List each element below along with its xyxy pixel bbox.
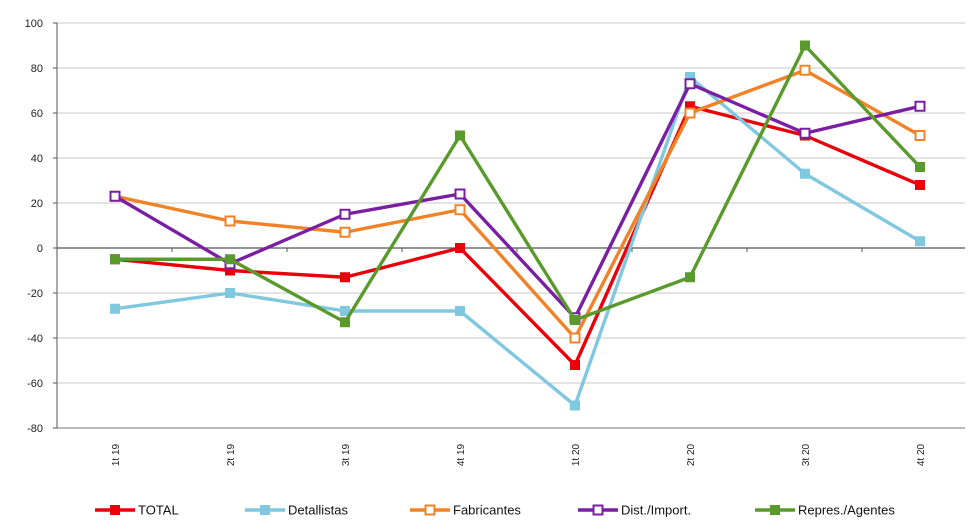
data-point (110, 254, 120, 265)
legend-label: Repres./Agentes (798, 503, 895, 518)
data-point (109, 190, 121, 202)
x-tick-label: 2t 19 (226, 443, 237, 466)
series-line (113, 104, 922, 367)
series-line (113, 68, 922, 340)
data-point (915, 180, 925, 190)
legend-label: Dist./Import. (621, 503, 691, 518)
series-total (110, 101, 925, 370)
data-point (224, 215, 236, 227)
x-tick-label: 4t 20 (916, 443, 927, 466)
y-tick-label: 40 (31, 153, 43, 165)
data-point (340, 272, 350, 283)
series-lines (109, 40, 926, 411)
data-point (914, 100, 926, 112)
x-tick-label: 3t 20 (801, 443, 812, 466)
data-point (340, 317, 350, 328)
y-tick-label: 0 (37, 243, 43, 255)
x-tick-label: 3t 19 (341, 443, 352, 466)
y-tick-label: 100 (25, 18, 43, 30)
legend: TOTAL Detallistas Fabricantes Dist./Import.… (95, 503, 895, 518)
data-point (340, 306, 350, 316)
legend-item: TOTAL (95, 503, 179, 518)
x-tick-label: 1t 20 (571, 443, 582, 466)
data-point (915, 162, 925, 172)
legend-swatch-marker (260, 505, 270, 515)
data-point (455, 130, 465, 141)
data-point (455, 306, 465, 316)
x-tick-label: 2t 20 (686, 443, 697, 466)
y-tick-label: 80 (31, 63, 43, 75)
legend-swatch-marker (770, 505, 780, 515)
data-point (225, 254, 235, 265)
legend-item: Repres./Agentes (755, 503, 895, 518)
series-fabricantes (109, 64, 926, 344)
data-point (570, 315, 580, 325)
legend-label: Detallistas (288, 503, 348, 518)
axes: -80 -60 -40 -20 0 20 40 60 80 100 1t 19 2t 19 3t 19 4… (25, 18, 965, 466)
data-point (569, 332, 581, 344)
series-line (113, 82, 922, 320)
data-point (915, 236, 925, 247)
legend-swatch-marker (424, 504, 436, 516)
legend-item: Fabricantes (410, 503, 521, 518)
data-point (339, 226, 351, 238)
data-point (339, 208, 351, 220)
data-point (455, 243, 465, 253)
y-tick-label: 60 (31, 108, 43, 120)
data-point (799, 64, 811, 76)
legend-swatch-marker (110, 505, 120, 515)
y-tick-label: -20 (27, 288, 43, 300)
data-point (454, 204, 466, 216)
data-point (800, 40, 810, 51)
data-point (685, 272, 695, 283)
gridlines (57, 22, 965, 429)
data-point (225, 288, 235, 298)
y-tick-label: 20 (31, 198, 43, 210)
y-tick-label: -60 (27, 378, 43, 390)
data-point (914, 130, 926, 141)
y-tick-label: -80 (27, 423, 43, 435)
series-dist-import- (109, 78, 926, 324)
legend-item: Detallistas (245, 503, 348, 518)
series-line (113, 75, 922, 408)
data-point (454, 188, 466, 200)
data-point (110, 303, 120, 314)
x-tick-label: 4t 19 (456, 443, 467, 466)
series-detallistas (110, 72, 925, 411)
series-line (113, 43, 922, 324)
legend-item: Dist./Import. (578, 503, 691, 518)
data-point (684, 78, 696, 90)
series-repres-agentes (110, 40, 925, 328)
data-point (570, 360, 580, 370)
x-tick-label: 1t 19 (111, 443, 122, 466)
data-point (570, 400, 580, 411)
legend-label: Fabricantes (453, 503, 521, 518)
data-point (684, 107, 696, 119)
data-point (799, 127, 811, 139)
legend-swatch-marker (592, 504, 604, 516)
legend-label: TOTAL (138, 503, 179, 518)
y-tick-label: -40 (27, 333, 43, 345)
data-point (800, 168, 810, 179)
